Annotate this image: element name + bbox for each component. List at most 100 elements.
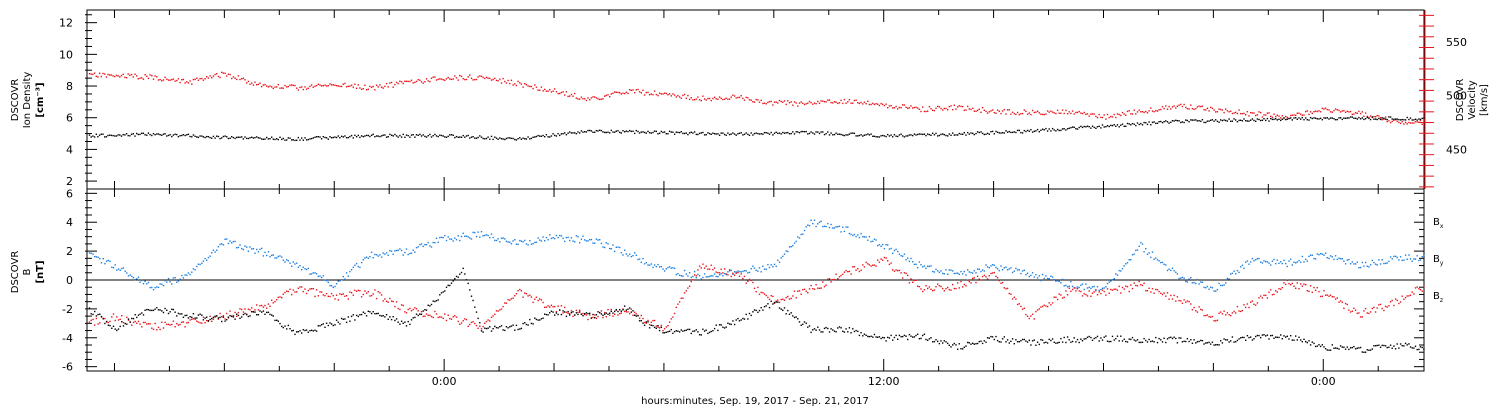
velocity-series-point — [450, 78, 453, 81]
velocity-series-point — [908, 107, 911, 109]
by-series-point — [1103, 287, 1105, 289]
bz-series-point — [1300, 283, 1302, 285]
by-series-point — [121, 267, 123, 270]
bx-series-point — [1001, 338, 1004, 340]
by-series-point — [452, 240, 454, 242]
velocity-series-point — [960, 105, 962, 108]
bz-series-point — [477, 327, 479, 329]
density-series-point — [858, 134, 861, 137]
by-series-point — [843, 230, 846, 233]
density-series-point — [852, 132, 854, 134]
density-series-point — [605, 131, 607, 134]
density-series-point — [271, 136, 273, 138]
bx-series-point — [1043, 342, 1045, 344]
bz-series-point — [713, 267, 716, 269]
density-series-point — [395, 135, 398, 137]
bx-series-point — [847, 331, 849, 333]
velocity-series-point — [1020, 113, 1022, 115]
by-series-point — [206, 259, 208, 261]
velocity-series-point — [212, 75, 215, 77]
bx-series-point — [217, 317, 220, 319]
bx-series-point — [1344, 348, 1347, 350]
by-series-point — [795, 240, 797, 243]
bx-series-point — [420, 313, 423, 315]
bz-series-point — [1258, 297, 1260, 299]
velocity-series-point — [359, 87, 361, 89]
bx-series-point — [1210, 343, 1212, 345]
by-series-point — [1290, 258, 1292, 260]
velocity-series-point — [1221, 109, 1224, 111]
by-series-point — [996, 268, 999, 270]
bz-series-point — [802, 289, 804, 291]
density-series-point — [1043, 129, 1045, 131]
by-series-point — [1018, 269, 1020, 271]
velocity-series-point — [157, 79, 160, 81]
bx-series-point — [1070, 341, 1072, 343]
density-series-point — [404, 136, 406, 138]
velocity-series-point — [1366, 115, 1368, 118]
bx-series-point — [795, 316, 797, 318]
by-series-point — [940, 270, 942, 272]
density-series-point — [172, 134, 175, 136]
velocity-series-point — [975, 110, 977, 112]
bz-series-point — [564, 306, 566, 309]
by-series-point — [259, 248, 261, 251]
by-series-point — [643, 263, 646, 265]
bz-series-point — [169, 324, 171, 326]
density-series-point — [1036, 128, 1039, 131]
velocity-series-point — [1408, 121, 1410, 124]
by-series-point — [447, 236, 449, 238]
bz-series-point — [1165, 295, 1167, 297]
bz-series-point — [569, 313, 571, 315]
density-series-point — [727, 132, 729, 134]
bz-series-point — [222, 315, 225, 317]
density-series-point — [360, 135, 363, 137]
density-series-point — [1303, 119, 1305, 121]
bx-series-point — [742, 317, 744, 320]
density-series-point — [910, 134, 912, 136]
bx-series-point — [638, 320, 641, 322]
velocity-series-point — [390, 81, 393, 84]
velocity-series-point — [1213, 109, 1215, 111]
velocity-series-point — [983, 109, 985, 111]
bz-series-point — [1376, 307, 1378, 309]
bz-series-point — [1100, 292, 1102, 295]
bz-series-point — [479, 325, 481, 327]
velocity-series-point — [1008, 109, 1010, 111]
velocity-series-point — [570, 93, 573, 96]
bx-series-point — [119, 325, 121, 328]
bx-series-point — [925, 338, 927, 341]
by-series-point — [690, 276, 692, 279]
density-series-point — [957, 134, 959, 136]
density-series-point — [1173, 120, 1175, 122]
bx-series-point — [1374, 345, 1377, 347]
density-series-point — [462, 134, 464, 137]
bz-series-point — [837, 278, 839, 280]
bz-series-point — [1160, 292, 1162, 294]
bz-series-point — [455, 316, 458, 318]
by-series-point — [1213, 290, 1215, 292]
bx-series-point — [367, 310, 369, 312]
bx-series-point — [604, 313, 606, 315]
bx-series-point — [753, 309, 756, 311]
density-series-point — [231, 136, 233, 138]
bx-series-point — [757, 311, 759, 313]
density-series-point — [410, 134, 413, 136]
bz-series-point — [111, 316, 113, 318]
bz-series-point — [305, 292, 308, 295]
bx-series-point — [713, 327, 716, 330]
bx-series-point — [1258, 334, 1260, 337]
bx-series-point — [888, 337, 891, 339]
by-series-point — [1176, 273, 1179, 275]
bz-series-point — [489, 320, 491, 322]
bx-series-point — [672, 332, 674, 334]
velocity-series-point — [594, 96, 596, 98]
bx-series-point — [330, 323, 333, 325]
bz-series-point — [1178, 299, 1180, 302]
velocity-series-point — [457, 79, 459, 81]
velocity-series-point — [619, 91, 621, 94]
bx-series-point — [465, 279, 468, 281]
density-series-point — [555, 135, 558, 137]
by-series-point — [783, 253, 786, 255]
bx-series-point — [1364, 351, 1367, 353]
